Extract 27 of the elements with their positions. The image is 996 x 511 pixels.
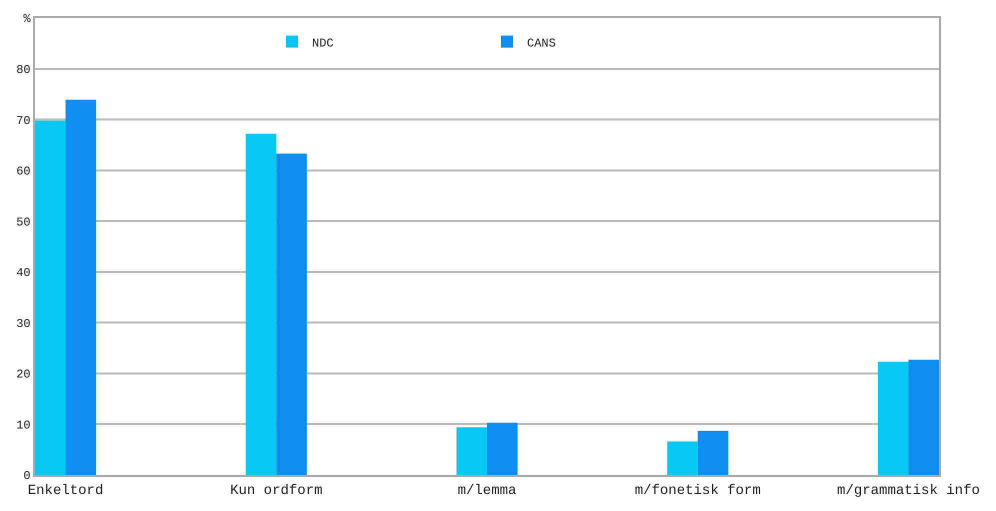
bar bbox=[35, 120, 66, 475]
x-tick-label: m/lemma bbox=[458, 482, 516, 499]
x-tick-label: m/grammatisk info bbox=[837, 482, 980, 499]
bar bbox=[878, 362, 908, 475]
y-tick-label: 40 bbox=[16, 266, 31, 280]
x-tick-label: Kun ordform bbox=[230, 482, 322, 499]
bar bbox=[276, 154, 307, 475]
bar bbox=[908, 360, 939, 475]
y-tick-label: 50 bbox=[16, 215, 31, 230]
bar bbox=[487, 422, 518, 475]
bar bbox=[698, 430, 728, 475]
bar bbox=[66, 100, 96, 475]
bar bbox=[667, 441, 698, 475]
bar bbox=[456, 427, 487, 475]
y-tick-label: % bbox=[23, 12, 32, 26]
bar bbox=[246, 134, 276, 475]
y-tick-label: 20 bbox=[16, 368, 31, 382]
y-tick-label: 10 bbox=[16, 418, 31, 432]
x-tick-label: m/fonetisk form bbox=[634, 482, 761, 499]
x-tick-label: Enkeltord bbox=[28, 482, 104, 499]
legend-label: CANS bbox=[527, 36, 556, 50]
y-tick-label: 80 bbox=[16, 62, 31, 77]
y-tick-label: 30 bbox=[16, 316, 31, 331]
y-tick-label: 0 bbox=[23, 469, 31, 484]
y-tick-label: 60 bbox=[16, 164, 31, 179]
y-tick-label: 70 bbox=[16, 114, 31, 128]
legend-label: NDC bbox=[312, 36, 334, 50]
